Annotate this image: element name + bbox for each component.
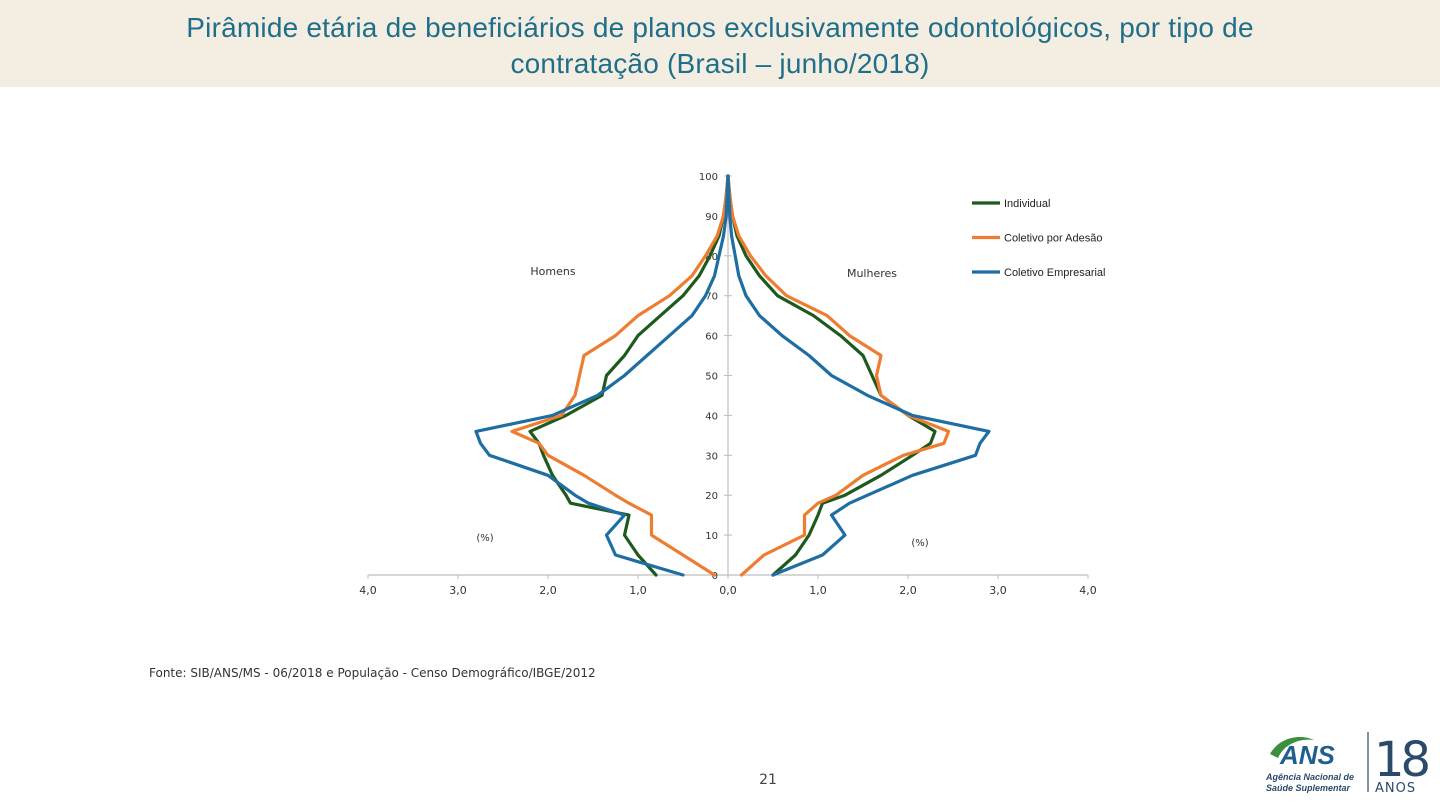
x-tick-label: 2,0: [539, 584, 557, 597]
legend-label: Coletivo por Adesão: [1004, 233, 1102, 245]
chart-labels: Homens Mulheres (%) (%): [476, 265, 928, 549]
y-tick-label: 10: [705, 531, 718, 542]
series-line-coletivo-por-adesão-women: [726, 174, 951, 577]
y-tick-label: 60: [705, 332, 718, 343]
x-tick-label: 2,0: [899, 584, 917, 597]
page-number: 21: [759, 772, 777, 788]
legend-label: Individual: [1004, 198, 1050, 210]
side-label-men: Homens: [530, 265, 575, 278]
y-tick-label: 80: [705, 252, 718, 263]
slide-title-line2: contratação (Brasil – junho/2018): [510, 48, 930, 79]
x-tick-label: 3,0: [989, 584, 1007, 597]
y-tick-label: 90: [705, 212, 718, 223]
ans-swoosh-icon: [1270, 736, 1314, 758]
logo-years-word: ANOS: [1375, 781, 1416, 796]
x-tick-label: 4,0: [1079, 584, 1097, 597]
chart-legend: Individual Coletivo por Adesão Coletivo Em…: [972, 198, 1105, 279]
logo-years: 18: [1374, 732, 1429, 788]
y-tick-label: 30: [705, 451, 718, 462]
logo-brand: ANS: [1279, 740, 1336, 770]
slide-title: Pirâmide etária de beneficiários de plan…: [40, 10, 1400, 82]
series-line-coletivo-empresarial-men: [474, 174, 730, 577]
y-tick-label: 100: [699, 172, 718, 183]
series-line-coletivo-empresarial-women: [726, 174, 991, 577]
logo-line2: Saúde Suplementar: [1266, 783, 1351, 793]
y-tick-label: 20: [705, 491, 718, 502]
side-label-women: Mulheres: [847, 267, 897, 280]
source-note: Fonte: SIB/ANS/MS - 06/2018 e População …: [149, 666, 596, 680]
y-tick-label: 70: [705, 292, 718, 303]
title-band: [0, 0, 1440, 87]
x-unit-label-right: (%): [911, 538, 928, 549]
x-tick-label: 1,0: [809, 584, 827, 597]
legend-label: Coletivo Empresarial: [1004, 267, 1105, 279]
slide-title-line1: Pirâmide etária de beneficiários de plan…: [186, 12, 1254, 43]
chart-axes: 4,0 3,0 2,0 1,0 0,0 1,0 2,0 3,0 4,00102030405060…: [359, 172, 1097, 597]
y-tick-label: 40: [705, 411, 718, 422]
x-tick-label: 1,0: [629, 584, 647, 597]
y-tick-label: 50: [705, 372, 718, 383]
x-unit-label-left: (%): [476, 533, 493, 544]
series-line-coletivo-por-adesão-men: [510, 174, 730, 577]
x-tick-label: 3,0: [449, 584, 467, 597]
chart-series: [474, 174, 991, 577]
x-tick-label: 0,0: [719, 584, 737, 597]
logo-line1: Agência Nacional de: [1265, 772, 1354, 782]
ans-18-anos-logo: ANS Agência Nacional de Saúde Suplementa…: [1265, 732, 1432, 796]
series-line-individual-men: [528, 174, 730, 577]
x-tick-label: 4,0: [359, 584, 377, 597]
